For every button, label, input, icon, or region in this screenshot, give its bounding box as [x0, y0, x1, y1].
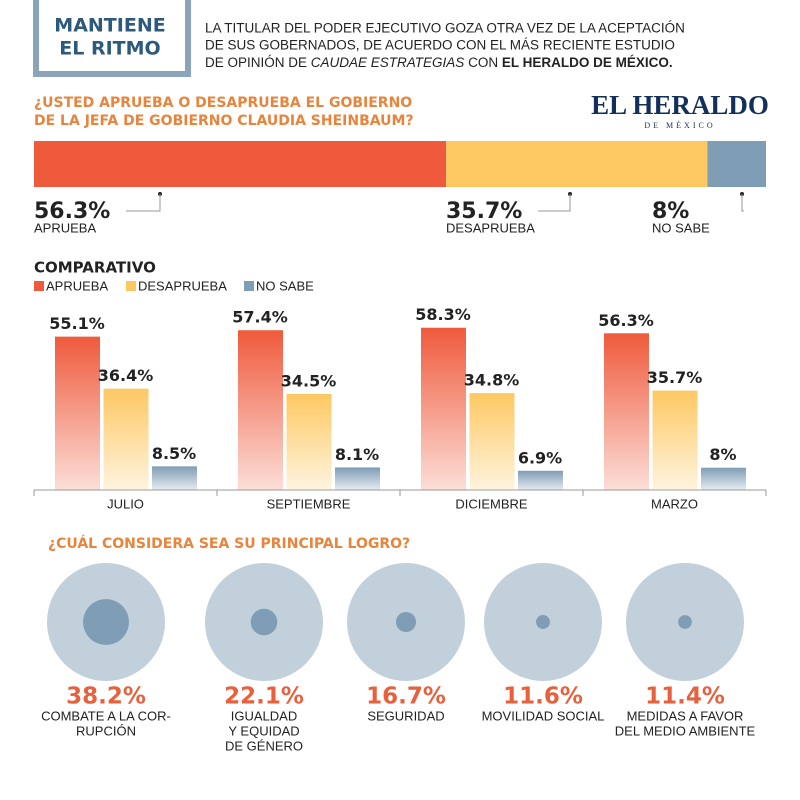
category-label: SEGURIDAD [367, 708, 444, 723]
legend-swatch [34, 281, 44, 291]
category-label: Y EQUIDAD [228, 723, 299, 738]
intro: DE OPINIÓN DE CAUDAE ESTRATEGIAS CON EL … [205, 55, 673, 70]
value-label: 6.9% [518, 448, 562, 467]
x-tick-label: JULIO [107, 496, 144, 511]
legend-label: APRUEBA [46, 278, 108, 293]
legend-label: NO SABE [256, 278, 314, 293]
category-label: DEL MEDIO AMBIENTE [615, 723, 756, 738]
chart-title: COMPARATIVO [34, 259, 156, 277]
intro-part: CON [468, 55, 498, 70]
bar [421, 327, 466, 490]
header-title: MANTIENE [54, 15, 165, 37]
value-label: 34.8% [464, 371, 520, 390]
value-label: 58.3% [415, 305, 471, 324]
category-label: MEDIDAS A FAVOR [627, 708, 744, 723]
bar [604, 333, 649, 490]
logo: EL HERALDO [591, 90, 769, 120]
x-tick-label: SEPTIEMBRE [267, 496, 351, 511]
bar [335, 467, 380, 490]
category-label: MOVILIDAD SOCIAL [482, 708, 605, 723]
x-tick-label: MARZO [651, 496, 698, 511]
intro: DE SUS GOBERNADOS, DE ACUERDO CON EL MÁS… [205, 38, 675, 53]
value-label: 8.1% [335, 445, 379, 464]
leader-line [126, 194, 161, 212]
value-label: 34.5% [281, 371, 337, 390]
value-label: 22.1% [224, 684, 304, 710]
header-title: EL RITMO [59, 38, 160, 60]
value-label: 16.7% [366, 684, 446, 710]
bar-segment [446, 141, 708, 187]
legend-swatch [126, 281, 136, 291]
bar-segment [707, 141, 766, 187]
value-label: 35.7% [446, 199, 522, 224]
logo-sub: DE MÉXICO [644, 120, 715, 130]
header-box [33, 0, 191, 77]
bar [286, 393, 332, 490]
chart-title: DE LA JEFA DE GOBIERNO CLAUDIA SHEINBAUM… [34, 113, 414, 129]
bar [469, 393, 515, 490]
value-label: 56.3% [598, 311, 654, 330]
value-label: 11.6% [503, 684, 583, 710]
legend-label: DESAPRUEBA [138, 278, 227, 293]
bar [652, 390, 698, 490]
bar [238, 330, 283, 490]
bar-segment [34, 141, 447, 187]
bubble [536, 615, 550, 629]
bubble [678, 615, 692, 629]
leader-line [538, 194, 571, 212]
category-label: COMBATE A LA COR- [41, 708, 171, 723]
bar [152, 466, 197, 490]
bar [55, 336, 100, 490]
intro-part: CAUDAE ESTRATEGIAS [311, 55, 465, 70]
value-label: 35.7% [647, 368, 703, 387]
bar [701, 467, 746, 490]
value-label: 36.4% [98, 366, 154, 385]
series-label: NO SABE [652, 220, 710, 235]
value-label: 57.4% [232, 308, 288, 327]
bubble [250, 608, 278, 636]
category-label: DE GÉNERO [225, 738, 303, 753]
chart-title: ¿CUÁL CONSIDERA SEA SU PRINCIPAL LOGRO? [48, 535, 410, 552]
value-label: 56.3% [34, 199, 110, 224]
chart-title: ¿USTED APRUEBA O DESAPRUEBA EL GOBIERNO [34, 95, 412, 111]
value-label: 8% [709, 445, 736, 464]
value-label: 38.2% [66, 684, 146, 710]
intro: LA TITULAR DEL PODER EJECUTIVO GOZA OTRA… [205, 21, 685, 36]
category-label: IGUALDAD [231, 708, 297, 723]
intro-part: DE OPINIÓN DE [205, 55, 307, 70]
legend-swatch [244, 281, 254, 291]
leader-line [741, 194, 744, 212]
x-tick-label: DICIEMBRE [455, 496, 528, 511]
series-label: APRUEBA [34, 220, 96, 235]
bubble [83, 599, 129, 645]
bubble [395, 611, 417, 633]
value-label: 11.4% [645, 684, 725, 710]
value-label: 8.5% [152, 444, 196, 463]
value-label: 55.1% [49, 314, 105, 333]
series-label: DESAPRUEBA [446, 220, 535, 235]
category-label: RUPCIÓN [76, 723, 136, 738]
value-label: 8% [652, 199, 689, 224]
bar [518, 470, 563, 490]
bar [103, 388, 149, 490]
intro-part: EL HERALDO DE MÉXICO. [502, 55, 673, 70]
